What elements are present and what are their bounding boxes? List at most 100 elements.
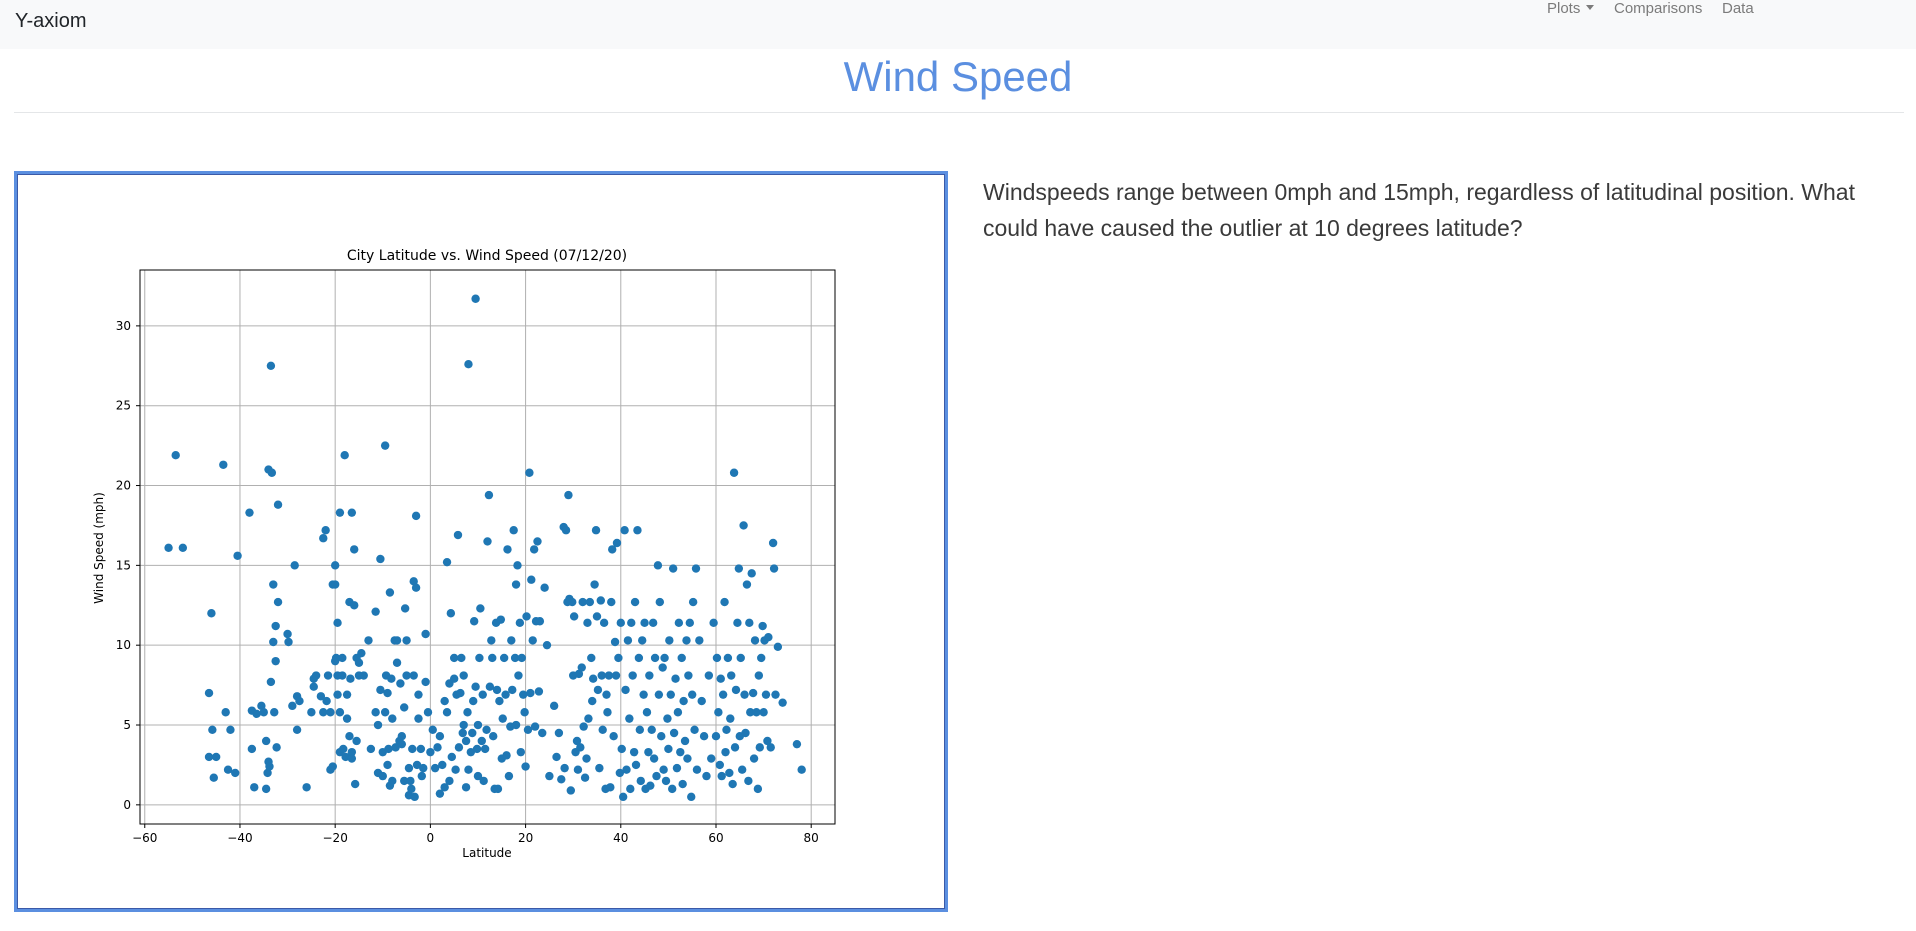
data-point xyxy=(771,690,780,699)
data-point xyxy=(516,747,526,757)
data-point xyxy=(582,754,591,763)
data-point xyxy=(459,671,468,680)
data-point xyxy=(590,580,599,589)
data-point xyxy=(247,744,257,754)
brand-link[interactable]: Y-axiom xyxy=(15,10,87,32)
data-point xyxy=(687,690,697,699)
data-point xyxy=(266,361,276,370)
data-point xyxy=(580,773,590,782)
data-point xyxy=(397,731,407,741)
data-point xyxy=(410,792,419,802)
data-point xyxy=(409,577,418,586)
data-point xyxy=(347,508,357,517)
data-point xyxy=(722,725,731,735)
data-point xyxy=(595,763,604,773)
data-point xyxy=(233,551,242,560)
plot-area-frame xyxy=(139,269,836,825)
nav-data-link[interactable]: Data xyxy=(1722,0,1754,17)
data-point xyxy=(342,690,352,699)
data-point xyxy=(458,728,467,738)
data-point xyxy=(273,597,283,607)
data-point xyxy=(737,765,747,774)
data-point xyxy=(583,618,592,628)
data-point xyxy=(759,708,768,717)
data-point xyxy=(396,679,405,688)
data-point xyxy=(270,708,279,717)
data-point xyxy=(517,653,526,663)
data-point xyxy=(417,771,427,781)
data-point xyxy=(626,784,635,794)
data-point xyxy=(495,696,504,706)
data-point xyxy=(630,597,640,607)
data-point xyxy=(271,621,280,631)
data-point xyxy=(734,564,744,573)
data-point xyxy=(529,545,539,554)
data-point xyxy=(411,583,421,592)
data-point xyxy=(680,736,690,746)
data-point xyxy=(530,722,540,731)
data-point xyxy=(209,773,218,782)
data-point xyxy=(585,597,595,607)
data-point xyxy=(383,688,392,698)
data-point xyxy=(269,580,278,589)
data-point xyxy=(636,776,645,786)
data-point xyxy=(520,708,529,717)
data-point xyxy=(617,744,626,754)
title-divider xyxy=(14,112,1904,113)
data-point xyxy=(763,736,772,746)
data-point xyxy=(618,792,628,802)
data-point xyxy=(412,760,422,770)
data-point xyxy=(376,685,385,695)
data-point xyxy=(513,561,522,570)
data-point xyxy=(597,671,606,680)
data-point xyxy=(593,685,603,695)
data-point xyxy=(346,674,355,683)
data-point xyxy=(568,597,577,607)
data-point xyxy=(507,636,516,645)
data-point xyxy=(592,612,602,621)
data-point xyxy=(496,615,506,624)
data-point xyxy=(561,526,571,535)
plot-description: Windspeeds range between 0mph and 15mph,… xyxy=(983,179,1855,241)
data-point xyxy=(207,609,216,618)
data-point xyxy=(261,736,271,746)
data-point xyxy=(231,768,240,778)
data-point xyxy=(307,708,316,717)
data-point xyxy=(753,784,763,794)
data-point xyxy=(665,636,674,645)
data-point xyxy=(598,725,607,735)
data-point xyxy=(411,511,421,521)
data-point xyxy=(414,690,423,699)
data-point xyxy=(309,682,318,691)
data-point xyxy=(514,671,523,680)
data-point xyxy=(596,596,605,605)
data-point xyxy=(380,708,390,717)
nav-comparisons-link[interactable]: Comparisons xyxy=(1614,0,1703,17)
data-point xyxy=(292,725,302,735)
data-point xyxy=(330,561,340,570)
data-point xyxy=(378,771,387,781)
data-point xyxy=(461,736,471,746)
data-point xyxy=(366,744,376,754)
data-point xyxy=(479,776,488,786)
nav-plots-dropdown[interactable]: Plots xyxy=(1547,0,1595,17)
axis-ticks: −60 −40 −20 0 20 40 60 80 0 5 10 15 20 25 30 xyxy=(116,319,819,845)
data-point xyxy=(746,708,755,717)
y-axis-label: Wind Speed (mph) xyxy=(92,492,106,604)
data-point xyxy=(649,754,659,763)
data-point xyxy=(687,792,696,802)
x-tick-label: −40 xyxy=(227,831,252,845)
data-point xyxy=(419,763,428,773)
data-point xyxy=(335,708,345,717)
data-point xyxy=(745,618,754,628)
data-point xyxy=(717,771,726,781)
data-point xyxy=(723,653,733,663)
plot-image-frame[interactable]: City Latitude vs. Wind Speed (07/12/20) … xyxy=(14,171,948,912)
data-point xyxy=(725,768,734,778)
data-point xyxy=(542,640,552,650)
data-point xyxy=(552,752,561,762)
data-point xyxy=(572,736,582,746)
data-point xyxy=(726,714,735,723)
data-point xyxy=(640,618,649,628)
data-point xyxy=(273,500,283,509)
